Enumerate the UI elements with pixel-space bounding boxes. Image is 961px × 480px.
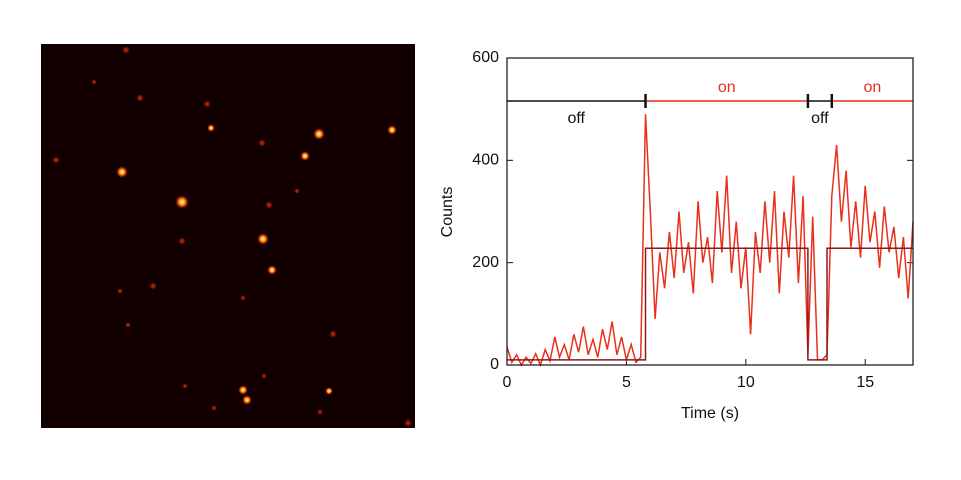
state-label: off <box>811 110 829 127</box>
x-axis-label: Time (s) <box>681 405 739 422</box>
x-tick-label: 10 <box>737 374 755 391</box>
bright-spot <box>257 233 269 245</box>
data-line <box>506 114 914 368</box>
y-tick-label: 600 <box>472 49 499 66</box>
bright-spot <box>242 395 252 405</box>
image-background <box>41 44 415 428</box>
y-axis-label: Counts <box>439 187 456 238</box>
bright-spot <box>238 385 248 395</box>
dim-spot <box>211 405 217 411</box>
state-label: on <box>864 79 882 96</box>
bright-spot <box>387 125 397 135</box>
dim-spot <box>91 79 97 85</box>
y-tick-label: 200 <box>472 254 499 271</box>
dim-spot <box>240 295 246 301</box>
bright-spot <box>313 128 325 140</box>
dim-spot <box>265 201 273 209</box>
dim-spot <box>317 409 323 415</box>
dim-spot <box>122 46 130 54</box>
dim-spot <box>125 322 131 328</box>
dim-spot <box>117 288 123 294</box>
dim-spot <box>182 383 188 389</box>
bright-spot <box>207 124 215 132</box>
dim-spot <box>329 330 337 338</box>
x-tick-label: 5 <box>622 374 631 391</box>
bright-spot <box>300 151 310 161</box>
dim-spot <box>178 237 186 245</box>
bright-spot <box>267 265 277 275</box>
x-tick-label: 0 <box>503 374 512 391</box>
dim-spot <box>136 94 144 102</box>
bright-spot <box>325 387 333 395</box>
dim-spot <box>203 100 211 108</box>
bright-spot <box>175 195 189 209</box>
data-line <box>507 247 913 361</box>
dim-spot <box>258 139 266 147</box>
fluorescence-image <box>41 44 415 428</box>
state-label: off <box>568 110 586 127</box>
y-tick-label: 400 <box>472 152 499 169</box>
dim-spot <box>149 282 157 290</box>
plot-frame <box>506 57 914 366</box>
y-tick-label: 0 <box>490 356 499 373</box>
x-tick-label: 15 <box>856 374 874 391</box>
dim-spot <box>52 156 60 164</box>
state-label: on <box>718 79 736 96</box>
bright-spot <box>116 166 128 178</box>
dim-spot <box>294 188 300 194</box>
dim-spot <box>404 419 412 427</box>
dim-spot <box>261 373 267 379</box>
